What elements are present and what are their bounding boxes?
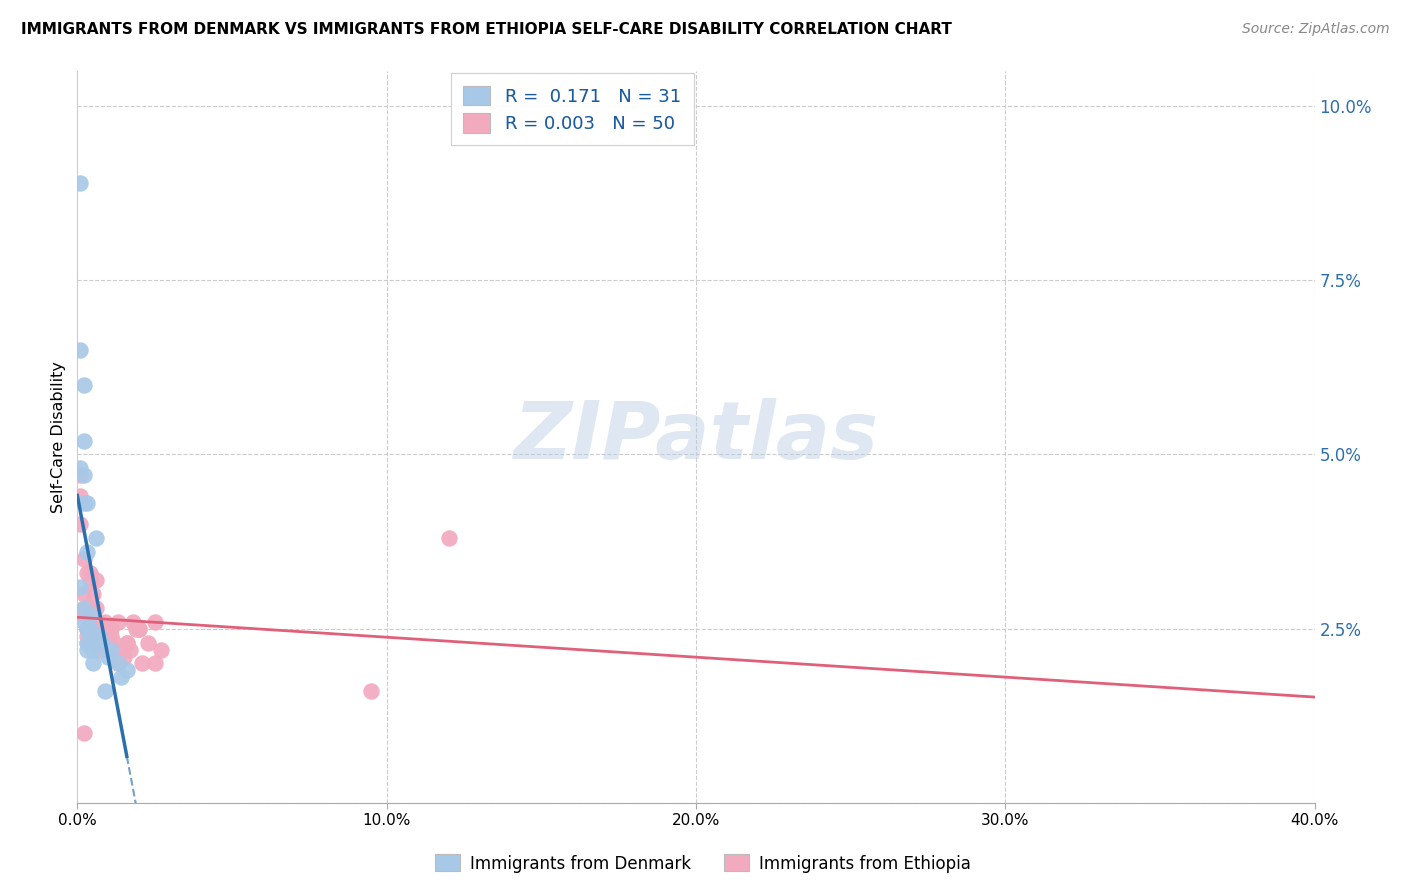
Point [84, 635, 107, 649]
Point [115, 664, 138, 678]
Y-axis label: Self-Care Disability: Self-Care Disability [51, 361, 66, 513]
Point [91, 635, 114, 649]
Point [76, 622, 98, 636]
Point [118, 642, 141, 657]
Point [131, 657, 153, 671]
Point [103, 635, 125, 649]
Point [79, 573, 101, 587]
Point [79, 566, 101, 580]
Point [69, 176, 91, 190]
Point [69, 343, 91, 357]
Point [128, 622, 150, 636]
Text: ZIPatlas: ZIPatlas [513, 398, 879, 476]
Point [94, 684, 117, 698]
Point [149, 642, 172, 657]
Point [125, 622, 148, 636]
Point [115, 635, 138, 649]
Point [107, 657, 129, 671]
Point [79, 600, 101, 615]
Point [143, 657, 166, 671]
Point [100, 642, 122, 657]
Point [69, 580, 91, 594]
Point [72, 496, 94, 510]
Point [84, 600, 107, 615]
Point [122, 615, 145, 629]
Point [76, 635, 98, 649]
Point [72, 615, 94, 629]
Point [112, 649, 135, 664]
Point [82, 642, 104, 657]
Point [72, 468, 94, 483]
Point [100, 629, 122, 643]
Point [110, 670, 132, 684]
Point [107, 615, 129, 629]
Point [107, 657, 129, 671]
Point [76, 496, 98, 510]
Point [76, 629, 98, 643]
Point [72, 587, 94, 601]
Point [143, 615, 166, 629]
Point [72, 377, 94, 392]
Point [437, 531, 460, 545]
Point [97, 649, 120, 664]
Text: Source: ZipAtlas.com: Source: ZipAtlas.com [1241, 22, 1389, 37]
Point [76, 545, 98, 559]
Point [76, 622, 98, 636]
Point [138, 635, 160, 649]
Point [72, 600, 94, 615]
Point [128, 622, 150, 636]
Point [76, 642, 98, 657]
Point [79, 622, 101, 636]
Point [69, 489, 91, 503]
Point [94, 615, 117, 629]
Point [82, 615, 104, 629]
Point [72, 607, 94, 622]
Point [79, 607, 101, 622]
Point [72, 726, 94, 740]
Point [72, 600, 94, 615]
Point [97, 642, 120, 657]
Point [69, 461, 91, 475]
Point [84, 573, 107, 587]
Point [82, 587, 104, 601]
Point [82, 657, 104, 671]
Point [91, 629, 114, 643]
Point [100, 622, 122, 636]
Point [79, 629, 101, 643]
Point [69, 517, 91, 532]
Point [69, 468, 91, 483]
Point [76, 622, 98, 636]
Point [91, 622, 114, 636]
Point [97, 622, 120, 636]
Point [72, 552, 94, 566]
Legend: R =  0.171   N = 31, R = 0.003   N = 50: R = 0.171 N = 31, R = 0.003 N = 50 [451, 73, 693, 145]
Text: IMMIGRANTS FROM DENMARK VS IMMIGRANTS FROM ETHIOPIA SELF-CARE DISABILITY CORRELA: IMMIGRANTS FROM DENMARK VS IMMIGRANTS FR… [21, 22, 952, 37]
Point [76, 566, 98, 580]
Point [87, 642, 110, 657]
Point [82, 622, 104, 636]
Point [97, 635, 120, 649]
Point [72, 434, 94, 448]
Point [84, 531, 107, 545]
Legend: Immigrants from Denmark, Immigrants from Ethiopia: Immigrants from Denmark, Immigrants from… [429, 847, 977, 880]
Point [360, 684, 382, 698]
Point [115, 635, 138, 649]
Point [82, 635, 104, 649]
Point [76, 635, 98, 649]
Point [87, 629, 110, 643]
Point [110, 642, 132, 657]
Point [79, 607, 101, 622]
